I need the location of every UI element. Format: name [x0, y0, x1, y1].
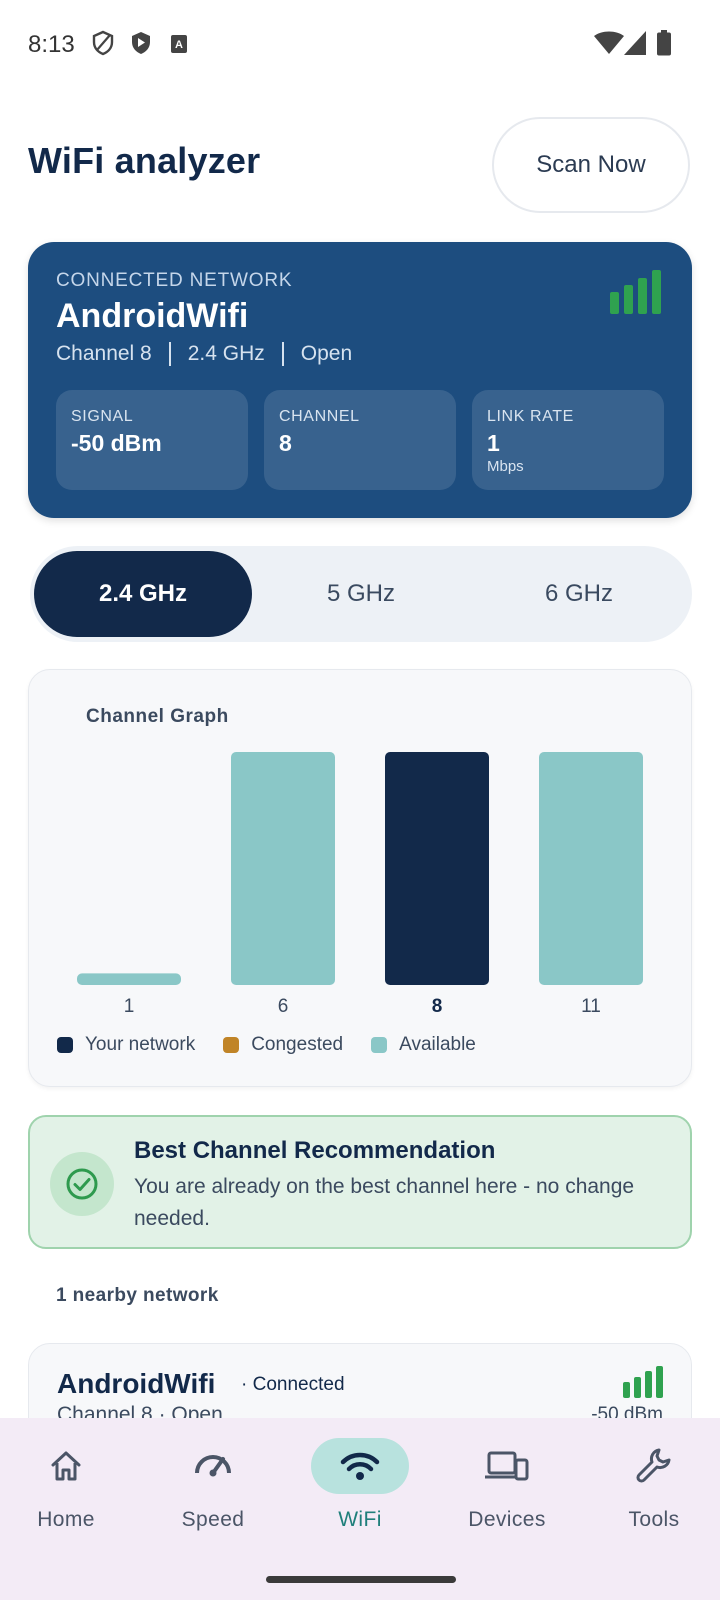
legend-congested: Congested: [223, 1034, 343, 1056]
best-channel-recommendation: Best Channel Recommendation You are alre…: [28, 1115, 692, 1249]
band-selector: 2.4 GHz 5 GHz 6 GHz: [30, 546, 692, 642]
band-option-5ghz[interactable]: 5 GHz: [326, 580, 395, 607]
stat-link-rate-value: 1: [487, 430, 500, 456]
nav-wifi-label: WiFi: [338, 1508, 382, 1531]
bottom-navigation: Home Speed WiFi Devices Tools: [0, 1418, 720, 1600]
stat-signal-value: -50 dBm: [71, 430, 162, 456]
cell-signal-icon: [624, 31, 646, 60]
stat-link-rate: LINK RATE 1 Mbps: [472, 390, 664, 490]
connected-network-name: AndroidWifi: [56, 297, 249, 335]
channel-graph-title: Channel Graph: [86, 706, 229, 727]
svg-text:A: A: [175, 39, 183, 51]
wifi-icon: [594, 31, 624, 60]
nav-speed[interactable]: Speed: [148, 1438, 278, 1548]
status-bar: 8:13 A: [0, 0, 720, 90]
channel-tick-8: 8: [432, 996, 443, 1017]
devices-icon: [458, 1438, 556, 1494]
signal-strength-icon: [610, 270, 664, 319]
network-connected-badge: · Connected: [241, 1374, 345, 1395]
connected-network-meta: Channel 8 2.4 GHz Open: [56, 342, 352, 366]
stat-link-rate-unit: Mbps: [487, 458, 524, 475]
meta-security: Open: [300, 342, 353, 365]
legend-available: Available: [371, 1034, 476, 1056]
shield-play-icon: [130, 30, 152, 61]
nav-tools-label: Tools: [628, 1508, 680, 1531]
wifi-icon: [311, 1438, 409, 1494]
stat-signal: SIGNAL -50 dBm: [56, 390, 248, 490]
check-circle-icon: [50, 1152, 114, 1216]
stat-signal-label: SIGNAL: [71, 408, 134, 425]
network-name: AndroidWifi: [57, 1368, 216, 1399]
legend-swatch: [371, 1037, 388, 1053]
nav-wifi[interactable]: WiFi: [295, 1438, 425, 1548]
speedometer-icon: [164, 1438, 262, 1494]
meta-divider: [281, 342, 284, 366]
nearby-network-count: 1 nearby network: [56, 1285, 219, 1306]
channel-bar-1: [77, 973, 181, 985]
stat-channel-label: CHANNEL: [279, 408, 360, 425]
channel-bar-11: [539, 752, 643, 985]
recommendation-body: You are already on the best channel here…: [134, 1175, 635, 1230]
channel-bar-8: [385, 752, 489, 985]
page-title: WiFi analyzer: [28, 140, 261, 181]
meta-channel: Channel 8: [56, 342, 152, 365]
nav-devices-label: Devices: [468, 1508, 546, 1531]
connected-network-label: CONNECTED NETWORK: [56, 270, 293, 291]
stat-channel: CHANNEL 8: [264, 390, 456, 490]
meta-band: 2.4 GHz: [187, 342, 265, 365]
channel-bar-6: [231, 752, 335, 985]
home-icon: [17, 1438, 115, 1494]
legend-label: Available: [399, 1034, 476, 1055]
channel-tick-6: 6: [278, 996, 289, 1017]
band-option-2-4ghz[interactable]: 2.4 GHz: [34, 551, 252, 637]
status-time: 8:13: [28, 31, 75, 58]
stat-link-rate-label: LINK RATE: [487, 408, 574, 425]
nav-devices[interactable]: Devices: [442, 1438, 572, 1548]
shield-outline-icon: [92, 30, 114, 61]
channel-graph-legend: Your network Congested Available: [57, 1034, 504, 1056]
band-option-6ghz[interactable]: 6 GHz: [544, 580, 613, 607]
recommendation-title: Best Channel Recommendation: [134, 1137, 496, 1164]
channel-graph-card: Channel Graph 1 6 8 11 Your network Congest…: [28, 669, 692, 1087]
meta-divider: [168, 342, 171, 366]
legend-label: Congested: [251, 1034, 344, 1055]
stat-channel-value: 8: [279, 430, 292, 456]
nav-tools[interactable]: Tools: [589, 1438, 719, 1548]
translate-icon: A: [170, 34, 188, 59]
legend-your-network: Your network: [57, 1034, 195, 1056]
channel-graph-chart: 1 6 8 11: [77, 752, 643, 1017]
channel-tick-1: 1: [124, 996, 135, 1017]
nav-speed-label: Speed: [181, 1508, 245, 1531]
wrench-icon: [605, 1438, 703, 1494]
legend-swatch: [223, 1037, 240, 1053]
nav-home-label: Home: [37, 1508, 95, 1531]
battery-icon: [656, 30, 672, 61]
channel-tick-11: 11: [581, 996, 601, 1017]
home-indicator: [266, 1576, 456, 1583]
legend-swatch: [57, 1037, 73, 1053]
nav-home[interactable]: Home: [1, 1438, 131, 1548]
legend-label: Your network: [85, 1034, 196, 1055]
connected-network-card[interactable]: CONNECTED NETWORK AndroidWifi Channel 8 …: [28, 242, 692, 518]
signal-strength-icon: [623, 1366, 663, 1403]
scan-now-button[interactable]: Scan Now: [492, 117, 690, 213]
